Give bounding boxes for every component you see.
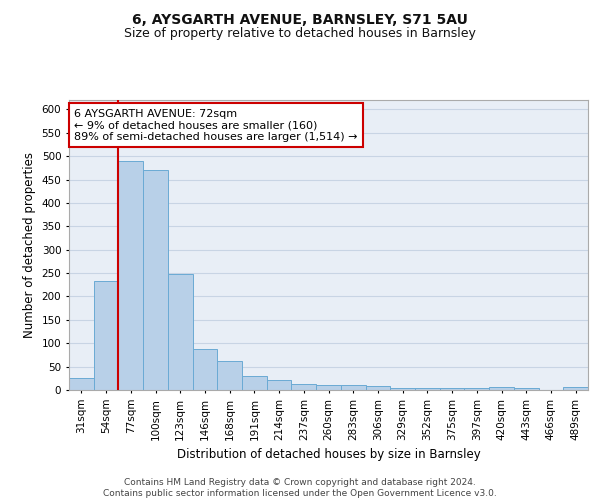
Bar [341, 386, 365, 390]
Text: 6 AYSGARTH AVENUE: 72sqm
← 9% of detached houses are smaller (160)
89% of semi-d: 6 AYSGARTH AVENUE: 72sqm ← 9% of detache… [74, 108, 358, 142]
X-axis label: Distribution of detached houses by size in Barnsley: Distribution of detached houses by size … [176, 448, 481, 461]
Bar [143, 170, 168, 390]
Bar [217, 361, 242, 390]
Bar [69, 378, 94, 390]
Bar [168, 274, 193, 390]
Bar [292, 384, 316, 390]
Bar [242, 376, 267, 390]
Bar [489, 386, 514, 390]
Bar [390, 388, 415, 390]
Bar [267, 380, 292, 390]
Bar [415, 388, 440, 390]
Y-axis label: Number of detached properties: Number of detached properties [23, 152, 36, 338]
Bar [440, 388, 464, 390]
Bar [316, 385, 341, 390]
Bar [365, 386, 390, 390]
Bar [193, 350, 217, 390]
Text: Contains HM Land Registry data © Crown copyright and database right 2024.
Contai: Contains HM Land Registry data © Crown c… [103, 478, 497, 498]
Bar [563, 387, 588, 390]
Bar [118, 161, 143, 390]
Bar [94, 282, 118, 390]
Text: Size of property relative to detached houses in Barnsley: Size of property relative to detached ho… [124, 28, 476, 40]
Text: 6, AYSGARTH AVENUE, BARNSLEY, S71 5AU: 6, AYSGARTH AVENUE, BARNSLEY, S71 5AU [132, 12, 468, 26]
Bar [464, 388, 489, 390]
Bar [514, 388, 539, 390]
